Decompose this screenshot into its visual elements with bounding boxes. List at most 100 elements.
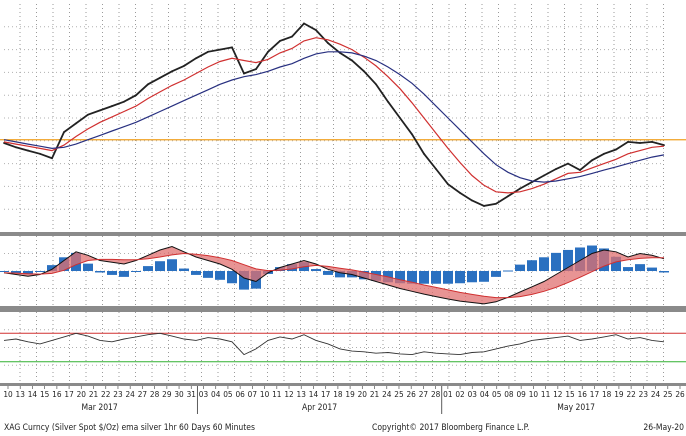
price-point xyxy=(87,113,89,116)
price-panel xyxy=(0,22,686,207)
price-point xyxy=(495,202,497,205)
price-point xyxy=(219,48,221,51)
x-tick-label: 04 xyxy=(211,389,221,399)
macd-histogram-bar xyxy=(395,271,405,284)
macd-histogram-bar xyxy=(35,271,45,272)
price-point xyxy=(147,83,149,86)
macd-histogram-bar xyxy=(227,271,237,284)
macd-histogram-bar xyxy=(467,271,477,283)
footer-copyright: Copyright© 2017 Bloomberg Finance L.P. xyxy=(372,423,529,433)
macd-histogram-bar xyxy=(563,249,573,271)
x-tick-label: 17 xyxy=(590,389,600,399)
x-tick-label: 14 xyxy=(28,389,38,399)
macd-histogram-bar xyxy=(539,257,549,271)
macd-fill-segment xyxy=(640,253,652,259)
macd-histogram-bar xyxy=(491,271,501,277)
macd-fill-segment xyxy=(448,289,460,302)
macd-histogram-bar xyxy=(323,271,333,275)
x-tick-label: 03 xyxy=(199,389,209,399)
price-point xyxy=(507,195,509,198)
price-point xyxy=(231,46,233,49)
macd-histogram-bar xyxy=(107,271,117,275)
macd-series-line xyxy=(3,252,664,299)
x-tick-label: 10 xyxy=(529,389,539,399)
macd-fill-segment xyxy=(172,246,184,255)
macd-histogram-bar xyxy=(551,252,561,271)
price-point xyxy=(99,109,101,112)
x-axis-background xyxy=(0,386,686,416)
price-point xyxy=(567,162,569,165)
x-tick-label: 12 xyxy=(284,389,293,399)
price-point xyxy=(207,50,209,53)
price-point xyxy=(471,199,473,202)
x-tick-label: 04 xyxy=(480,389,490,399)
price-point xyxy=(63,131,65,134)
panel-divider xyxy=(0,306,686,312)
macd-histogram-bar xyxy=(11,271,21,273)
macd-fill-segment xyxy=(628,253,640,260)
macd-fill-segment xyxy=(556,267,568,288)
price-point xyxy=(243,72,245,75)
macd-histogram-bar xyxy=(95,271,105,273)
macd-histogram-bar xyxy=(503,270,513,272)
macd-fill-segment xyxy=(544,274,556,292)
price-point xyxy=(39,152,41,155)
macd-histogram-bar xyxy=(119,271,129,277)
panel-divider xyxy=(0,383,686,386)
price-point xyxy=(519,187,521,190)
macd-fill-segment xyxy=(364,272,376,282)
macd-fill-segment xyxy=(604,250,616,267)
macd-fill-segment xyxy=(520,286,532,297)
x-tick-label: 24 xyxy=(382,389,392,399)
x-tick-label: 20 xyxy=(77,389,87,399)
macd-histogram-bar xyxy=(47,265,57,271)
x-tick-label: 08 xyxy=(504,389,514,399)
price-point xyxy=(279,40,281,42)
macd-histogram-bar xyxy=(23,271,33,275)
price-point xyxy=(591,159,593,162)
x-tick-label: 13 xyxy=(297,389,307,399)
macd-fill-segment xyxy=(436,287,448,299)
price-point xyxy=(435,168,437,170)
x-tick-label: 27 xyxy=(138,389,148,399)
macd-fill-segment xyxy=(580,253,592,278)
price-point xyxy=(447,183,449,186)
macd-histogram-bar xyxy=(167,259,177,271)
price-point xyxy=(663,144,665,147)
macd-histogram-bar xyxy=(0,271,9,272)
macd-histogram-bar xyxy=(455,271,465,284)
price-point xyxy=(135,94,137,97)
price-point xyxy=(399,117,401,119)
macd-fill-segment xyxy=(220,257,232,270)
macd-fill-segment xyxy=(244,264,256,282)
x-tick-label: 10 xyxy=(260,389,270,399)
footer-security-label: XAG Curncy (Silver Spot $/Oz) ema silver… xyxy=(4,423,255,433)
x-axis: 10 13 14 15 16 17 20 21 22 23 24 27 28 29 30 31 03 04 05 06… xyxy=(0,386,686,416)
macd-histogram-bar xyxy=(647,267,657,271)
price-point xyxy=(291,35,293,38)
x-tick-label: 31 xyxy=(187,389,197,399)
x-tick-label: 01 xyxy=(443,389,453,399)
macd-histogram-bar xyxy=(239,271,249,290)
macd-histogram-bar xyxy=(143,266,153,271)
price-point xyxy=(603,152,605,155)
price-point xyxy=(267,50,269,53)
x-tick-label: 25 xyxy=(663,389,673,399)
price-point xyxy=(327,42,329,44)
x-tick-label: 29 xyxy=(162,389,172,399)
price-point xyxy=(171,70,173,73)
price-point xyxy=(111,105,113,107)
macd-histogram-bar xyxy=(659,271,669,273)
x-tick-label: 30 xyxy=(174,389,184,399)
x-tick-label: 07 xyxy=(248,389,258,399)
x-tick-label: 18 xyxy=(333,389,343,399)
panel-divider xyxy=(0,232,686,236)
x-tick-label: 10 xyxy=(3,389,13,399)
price-point xyxy=(303,22,305,25)
macd-fill-segment xyxy=(292,260,304,269)
macd-fill-segment xyxy=(304,260,316,267)
x-tick-label: 03 xyxy=(468,389,478,399)
macd-histogram-bar xyxy=(155,261,165,271)
macd-fill-segment xyxy=(256,268,268,282)
macd-fill-segment xyxy=(424,285,436,297)
